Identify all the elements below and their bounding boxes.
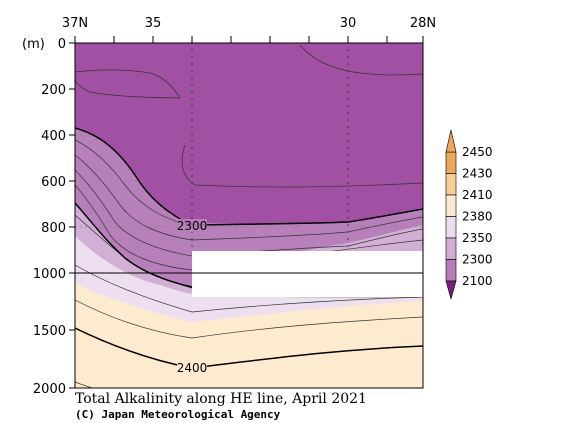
station-sample-dot <box>191 112 193 114</box>
y-tick-label-800: 800 <box>41 221 66 236</box>
station-sample-dot <box>191 175 193 177</box>
colorbar-label-2410: 2410 <box>462 188 493 202</box>
station-sample-dot <box>191 161 193 163</box>
contour-label-2400-group: 2400 <box>177 361 208 375</box>
station-sample-dot <box>347 119 349 121</box>
station-sample-dot <box>347 112 349 114</box>
y-axis-unit-label: (m) <box>22 37 45 52</box>
station-sample-dot <box>347 140 349 142</box>
colorbar-segment <box>445 173 457 196</box>
station-sample-dot <box>191 133 193 135</box>
station-sample-dot <box>347 224 349 226</box>
station-sample-dot <box>347 133 349 135</box>
station-sample-dot <box>347 196 349 198</box>
colorbar-segment <box>445 259 457 282</box>
station-sample-dot <box>347 210 349 212</box>
colorbar-label-2100: 2100 <box>462 274 493 288</box>
colorbar-segment <box>445 194 457 217</box>
colorbar: 2450 2430 2410 2380 2350 2300 2100 <box>445 129 493 301</box>
station-sample-dot <box>347 84 349 86</box>
y-tick-label-400: 400 <box>41 129 66 144</box>
station-sample-dot <box>191 238 193 240</box>
station-sample-dot <box>191 168 193 170</box>
colorbar-label-2430: 2430 <box>462 167 493 181</box>
station-sample-dot <box>347 56 349 58</box>
station-sample-dot <box>347 49 349 51</box>
colorbar-label-2450: 2450 <box>462 145 493 159</box>
station-sample-dot <box>347 217 349 219</box>
colorbar-label-2300: 2300 <box>462 253 493 267</box>
chart-title: Total Alkalinity along HE line, April 20… <box>75 391 367 407</box>
x-tick-label-28n: 28N <box>410 16 436 31</box>
station-sample-dot <box>347 77 349 79</box>
station-sample-dot <box>347 105 349 107</box>
station-sample-dot <box>347 98 349 100</box>
copyright-credit: (C) Japan Meteorological Agency <box>75 408 281 421</box>
colorbar-segment <box>445 237 457 260</box>
station-sample-dot <box>347 161 349 163</box>
colorbar-segment <box>445 216 457 239</box>
station-sample-dot <box>191 147 193 149</box>
x-tick-label-30: 30 <box>340 16 357 31</box>
station-markers <box>191 49 349 247</box>
x-tick-label-35: 35 <box>145 16 162 31</box>
station-sample-dot <box>347 203 349 205</box>
station-sample-dot <box>191 154 193 156</box>
station-sample-dot <box>347 147 349 149</box>
station-sample-dot <box>191 126 193 128</box>
station-sample-dot <box>191 98 193 100</box>
station-sample-dot <box>191 196 193 198</box>
no-data-region <box>192 251 423 297</box>
station-sample-dot <box>191 119 193 121</box>
station-sample-dot <box>191 84 193 86</box>
station-sample-dot <box>347 63 349 65</box>
station-sample-dot <box>347 126 349 128</box>
station-sample-dot <box>191 182 193 184</box>
y-tick-label-200: 200 <box>41 83 66 98</box>
station-sample-dot <box>347 182 349 184</box>
station-sample-dot <box>347 175 349 177</box>
colorbar-label-2350: 2350 <box>462 231 493 245</box>
colorbar-high-extend <box>445 129 457 153</box>
x-axis-ticks <box>74 36 424 43</box>
station-sample-dot <box>347 245 349 247</box>
y-tick-label-2000: 2000 <box>33 382 66 397</box>
station-sample-dot <box>191 63 193 65</box>
station-sample-dot <box>191 210 193 212</box>
station-sample-dot <box>347 154 349 156</box>
station-sample-dot <box>191 77 193 79</box>
colorbar-low-extend <box>445 280 457 301</box>
station-sample-dot <box>191 105 193 107</box>
station-sample-dot <box>191 189 193 191</box>
station-sample-dot <box>347 168 349 170</box>
plot-frame <box>74 42 424 389</box>
contour-label-2300: 2300 <box>177 219 208 233</box>
station-sample-dot <box>191 49 193 51</box>
station-sample-dot <box>191 140 193 142</box>
y-axis-ticks <box>69 42 75 389</box>
station-sample-dot <box>347 189 349 191</box>
station-sample-dot <box>191 70 193 72</box>
station-sample-dot <box>347 70 349 72</box>
plot-area <box>75 43 423 388</box>
station-sample-dot <box>191 56 193 58</box>
contour-label-2300-group: 2300 <box>177 219 208 233</box>
station-sample-dot <box>191 217 193 219</box>
y-tick-label-1000: 1000 <box>33 267 66 282</box>
y-tick-label-1500: 1500 <box>33 324 66 339</box>
station-sample-dot <box>191 203 193 205</box>
y-tick-label-600: 600 <box>41 175 66 190</box>
station-sample-dot <box>347 238 349 240</box>
station-sample-dot <box>347 231 349 233</box>
x-tick-label-37n: 37N <box>62 16 88 31</box>
grid-lines <box>75 88 423 228</box>
station-sample-dot <box>191 245 193 247</box>
station-sample-dot <box>347 91 349 93</box>
y-tick-label-0: 0 <box>58 37 66 52</box>
colorbar-segment <box>445 151 457 174</box>
station-sample-dot <box>191 91 193 93</box>
contour-label-2400: 2400 <box>177 361 208 375</box>
colorbar-label-2380: 2380 <box>462 210 493 224</box>
